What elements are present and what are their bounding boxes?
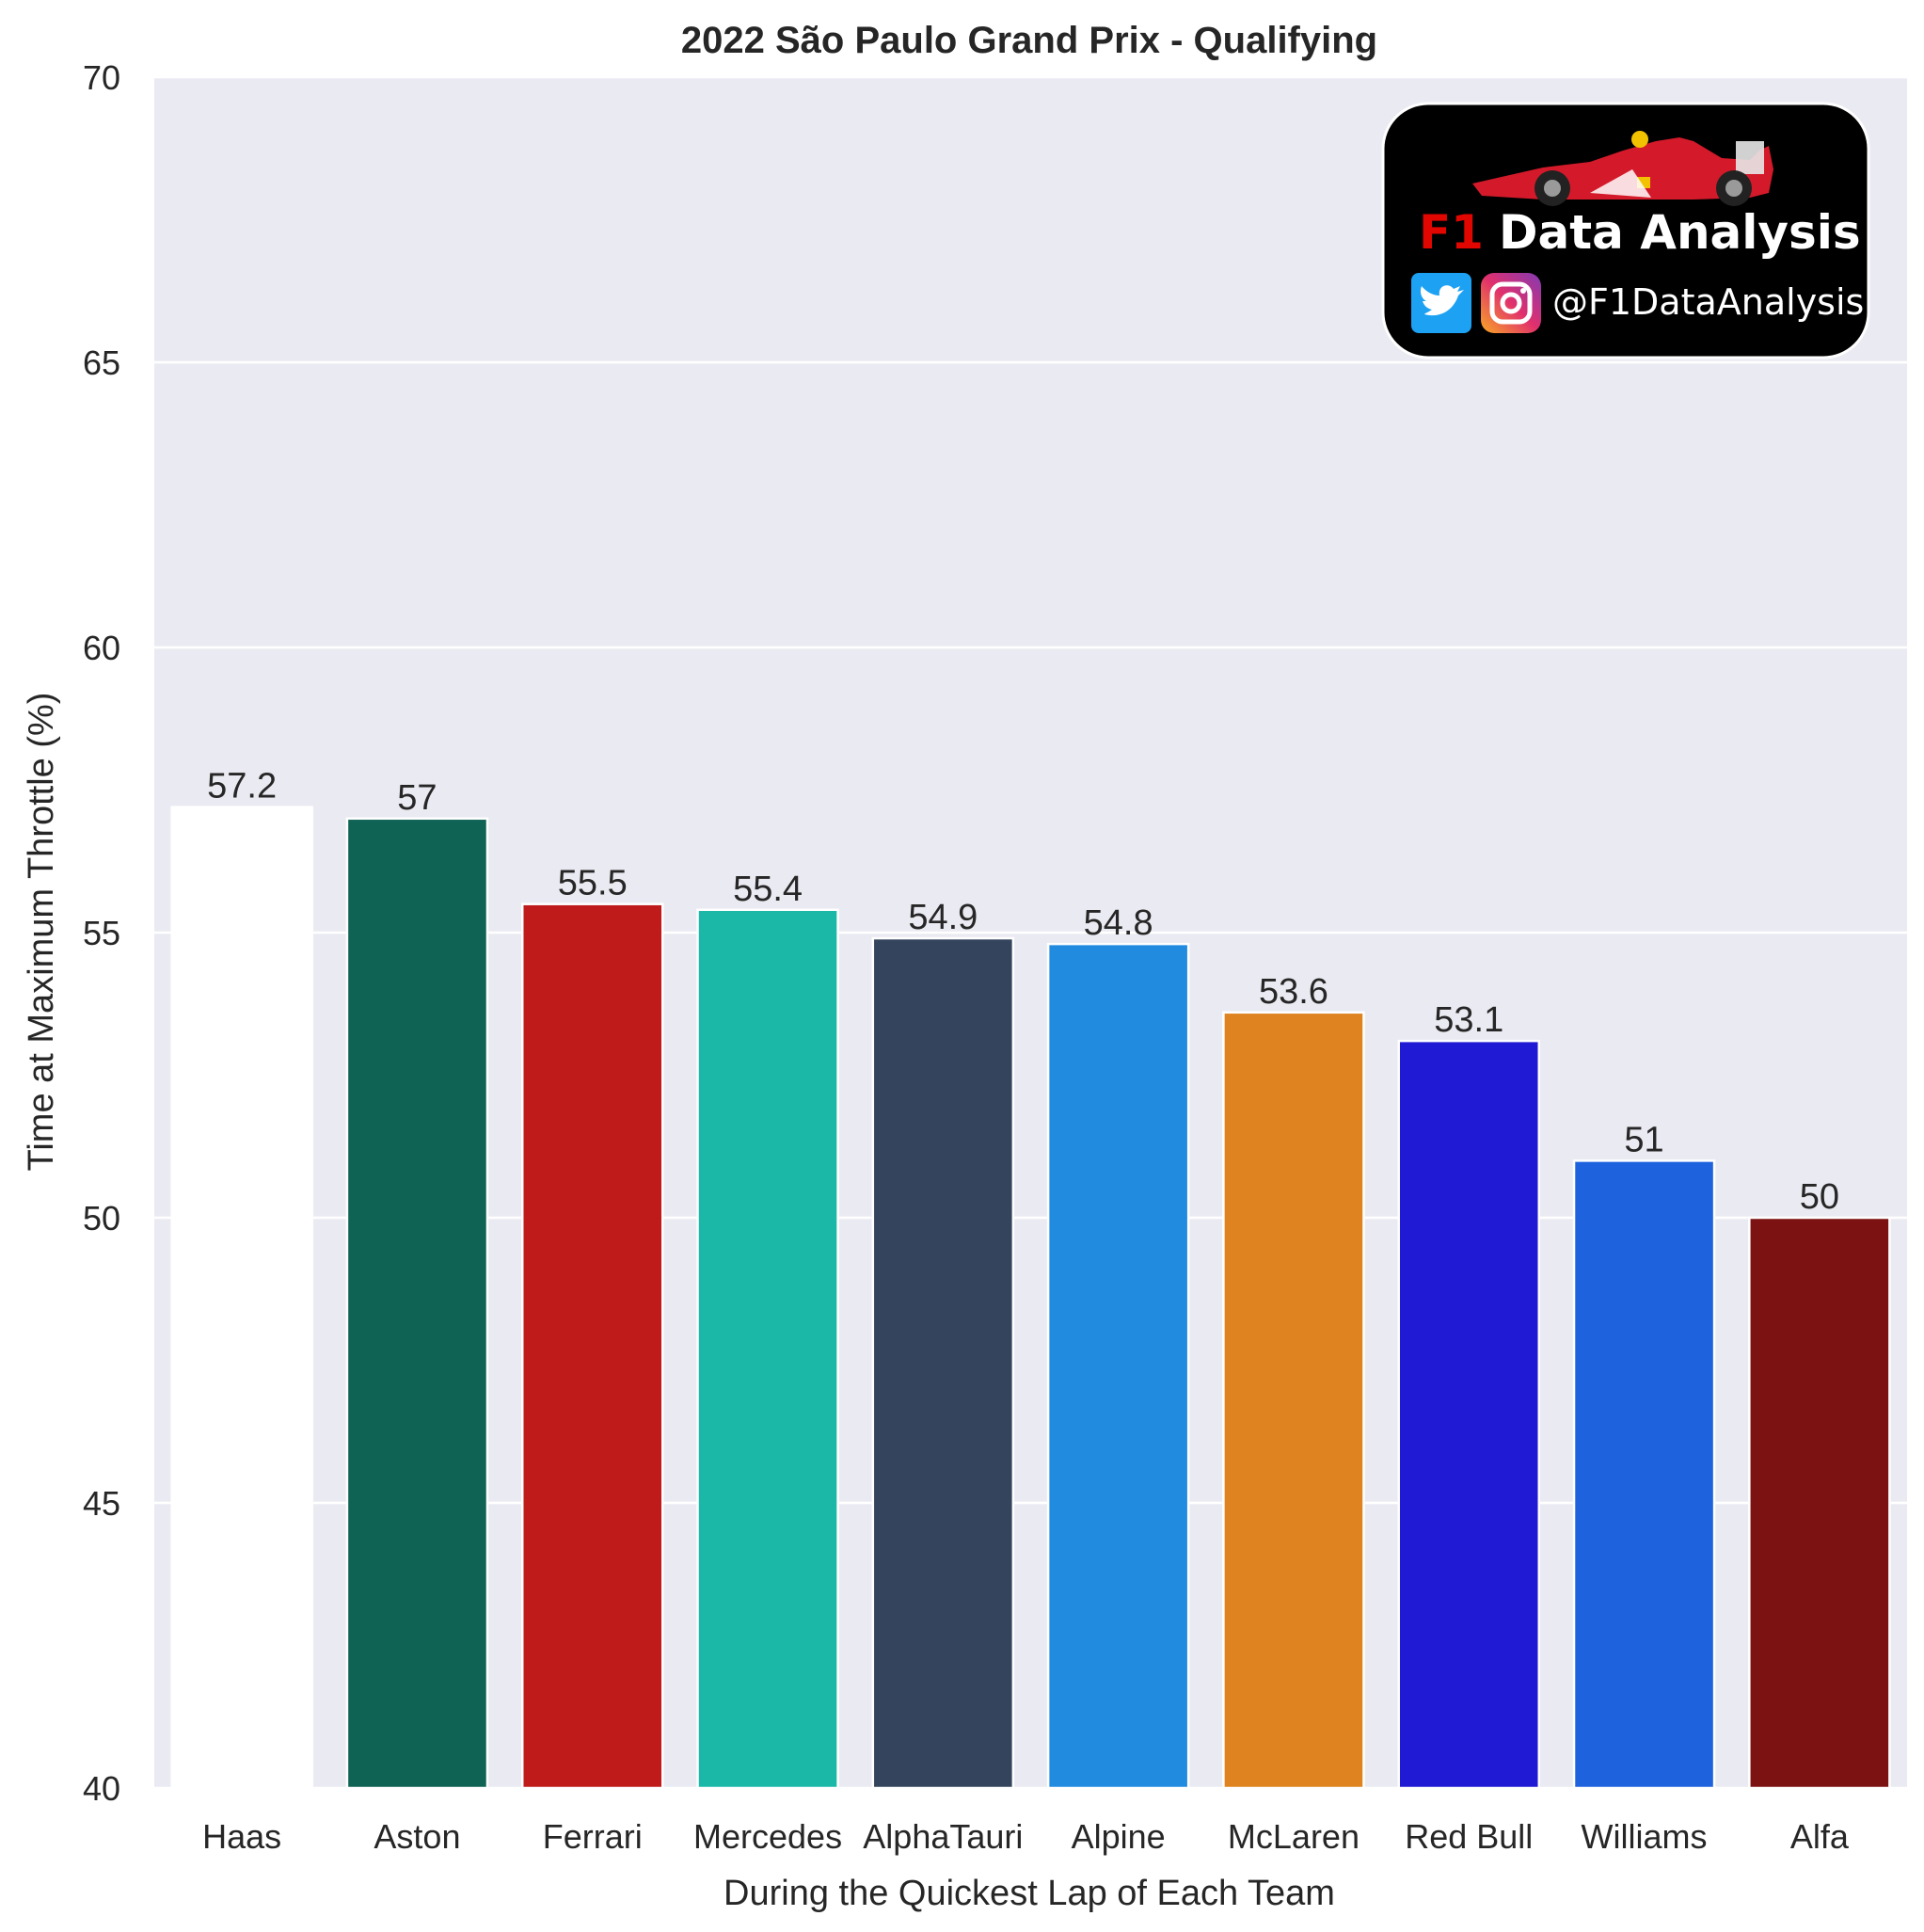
x-tick-label: AlphaTauri xyxy=(863,1817,1023,1856)
bar-aston xyxy=(345,817,489,1790)
x-axis-ticks: Haas Aston Ferrari Mercedes AlphaTauri Alpine… xyxy=(202,1817,1850,1856)
logo-name-text: Data Analysis xyxy=(1499,205,1861,260)
y-tick-label: 70 xyxy=(83,58,120,97)
data-label: 50 xyxy=(1800,1177,1839,1217)
x-tick-label: Alpine xyxy=(1072,1817,1166,1856)
bar-red-bull xyxy=(1397,1039,1541,1790)
y-axis-label: Time at Maximum Throttle (%) xyxy=(22,693,61,1172)
x-axis-label: During the Quickest Lap of Each Team xyxy=(723,1874,1335,1913)
logo-handle: @F1DataAnalysis xyxy=(1552,281,1864,323)
y-tick-label: 65 xyxy=(83,343,120,382)
bar-ferrari xyxy=(520,902,664,1790)
race-car-icon xyxy=(1472,131,1773,206)
bars: 57.2 57 55.5 55.4 54.9 54.8 53.6 53.1 51 50 xyxy=(170,767,1891,1790)
x-tick-label: McLaren xyxy=(1228,1817,1360,1856)
data-label: 54.8 xyxy=(1084,903,1153,943)
x-tick-label: Haas xyxy=(202,1817,281,1856)
instagram-icon xyxy=(1481,273,1541,333)
data-label: 57.2 xyxy=(207,767,277,806)
x-tick-label: Mercedes xyxy=(693,1817,842,1856)
bar-alphatauri xyxy=(871,936,1015,1790)
twitter-icon xyxy=(1411,273,1471,333)
y-tick-label: 60 xyxy=(83,629,120,667)
bar-mercedes xyxy=(696,908,839,1790)
y-tick-label: 50 xyxy=(83,1199,120,1237)
y-axis-ticks: 40 45 50 55 60 65 70 xyxy=(83,58,120,1808)
data-label: 51 xyxy=(1624,1120,1663,1159)
data-label: 54.9 xyxy=(908,898,978,937)
data-label: 57 xyxy=(397,778,437,818)
bar-mclaren xyxy=(1222,1011,1365,1790)
x-tick-label: Aston xyxy=(374,1817,460,1856)
bar-alfa xyxy=(1748,1216,1891,1790)
chart-title: 2022 São Paulo Grand Prix - Qualifying xyxy=(681,20,1377,61)
x-tick-label: Ferrari xyxy=(543,1817,643,1856)
y-tick-label: 55 xyxy=(83,914,120,952)
f1-data-analysis-logo: F1 Data Analysis @F1DataAna xyxy=(1381,102,1870,359)
bar-williams xyxy=(1572,1159,1716,1790)
y-tick-label: 40 xyxy=(83,1769,120,1808)
data-label: 55.4 xyxy=(733,870,803,909)
x-tick-label: Alfa xyxy=(1790,1817,1850,1856)
data-label: 55.5 xyxy=(558,864,628,903)
bar-alpine xyxy=(1046,942,1190,1790)
logo-f1-text: F1 xyxy=(1419,205,1484,260)
x-tick-label: Williams xyxy=(1582,1817,1708,1856)
data-label: 53.1 xyxy=(1434,1000,1503,1040)
x-tick-label: Red Bull xyxy=(1405,1817,1533,1856)
y-tick-label: 45 xyxy=(83,1484,120,1523)
bar-haas xyxy=(170,806,313,1790)
data-label: 53.6 xyxy=(1259,972,1328,1012)
svg-text:F1Data Analysis: F1 Data Analysis xyxy=(1419,205,1861,260)
